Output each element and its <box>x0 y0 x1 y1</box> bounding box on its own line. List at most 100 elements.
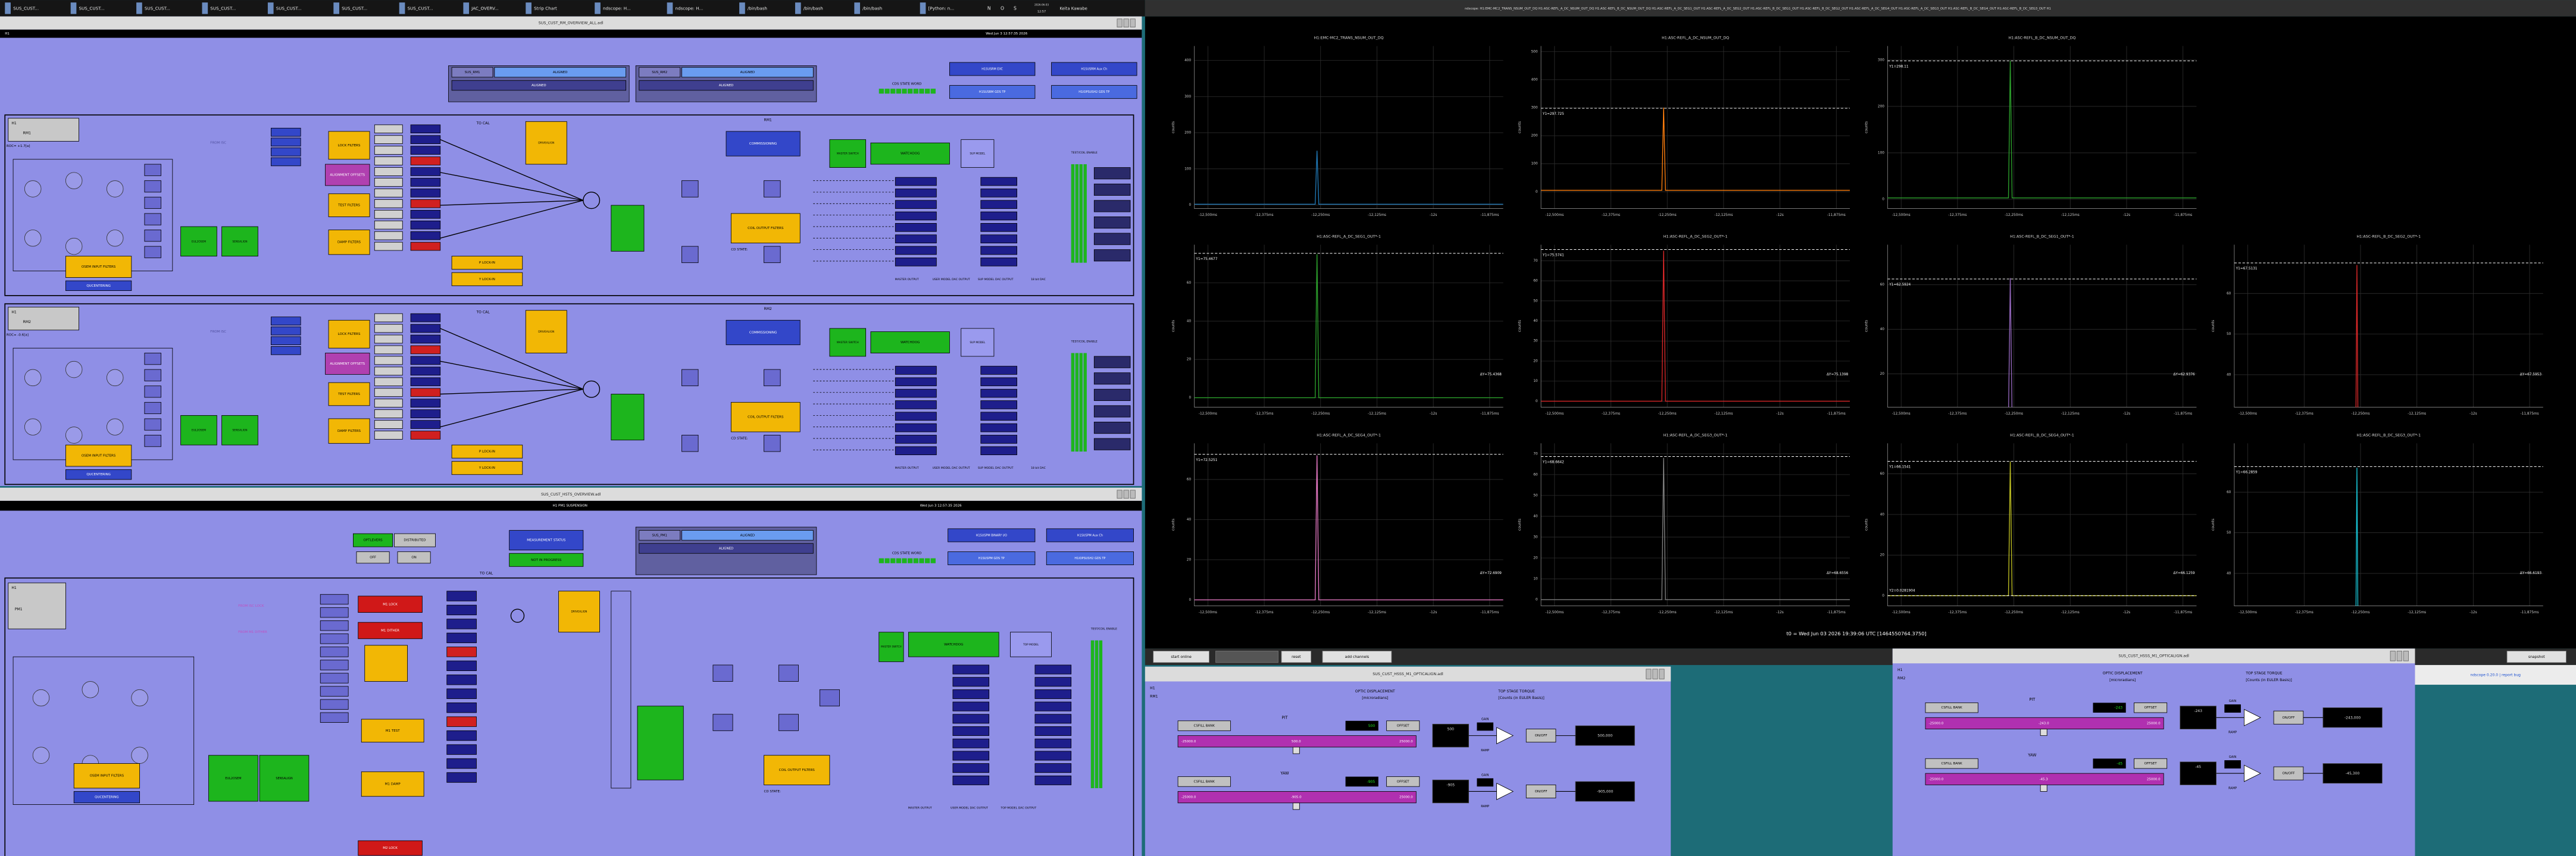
toolbar-button[interactable] <box>1153 651 1209 663</box>
version-link[interactable]: ndscope 0.20.0 | report bug <box>2470 673 2521 677</box>
matrix-button[interactable] <box>525 121 567 165</box>
model-button-label[interactable]: SUP MODEL <box>970 152 986 156</box>
filter-button[interactable] <box>73 791 140 804</box>
filter-button-label[interactable]: Y LOCK-IN <box>479 278 495 281</box>
matrix-button[interactable] <box>180 415 217 446</box>
filter-button-label[interactable]: QUCENTERING <box>86 284 111 288</box>
watchdog-button-label[interactable]: WATCHDOG <box>901 341 920 344</box>
filter-button-label[interactable]: TEST FILTERS <box>337 393 360 396</box>
nav-button-label[interactable]: H1IOPSUSH2 GDS TP <box>1078 90 1109 94</box>
filter-button[interactable] <box>361 771 424 797</box>
tray-icon[interactable]: O <box>1001 5 1004 11</box>
filter-button[interactable] <box>65 444 132 467</box>
master-switch-label[interactable]: MASTER SWITCH <box>837 152 859 156</box>
bank-button[interactable] <box>1177 776 1231 787</box>
window-control[interactable] <box>1652 669 1658 679</box>
commissioning-button[interactable] <box>726 131 801 156</box>
filter-button[interactable] <box>328 131 370 160</box>
filter-button-label[interactable]: P LOCK-IN <box>479 261 495 265</box>
mode-button[interactable] <box>397 551 431 564</box>
window-control[interactable] <box>1123 18 1129 28</box>
task-button[interactable]: JAC_OVERV... <box>471 5 499 11</box>
filter-button[interactable] <box>358 595 423 613</box>
filter-button[interactable] <box>325 353 370 375</box>
master-switch-label[interactable]: MASTER SWITCH <box>837 341 859 344</box>
nav-button[interactable] <box>948 551 1036 565</box>
filter-button[interactable] <box>328 382 370 406</box>
watchdog-button-label[interactable]: WATCHDOG <box>901 152 920 156</box>
filter-button[interactable] <box>361 719 424 743</box>
mode-button-label[interactable]: ON <box>411 556 416 560</box>
filter-button[interactable] <box>451 444 523 459</box>
nav-button-label[interactable]: H1SUSRM EXC <box>981 67 1003 71</box>
filter-button[interactable] <box>65 469 132 480</box>
filter-button-label[interactable]: QUCENTERING <box>86 473 111 476</box>
window-control[interactable] <box>2396 651 2402 661</box>
nav-button[interactable] <box>1051 85 1137 99</box>
matrix-button-label[interactable]: DRIVEALIGN <box>538 330 554 334</box>
offset-button-label[interactable]: OFFSET <box>1397 780 1410 783</box>
master-switch[interactable] <box>829 139 867 168</box>
filter-button-label[interactable]: ALIGNMENT OFFSETS <box>330 174 365 177</box>
model-button-label[interactable]: TOP MODEL <box>1023 643 1039 647</box>
filter-button-label[interactable]: OSEM INPUT FILTERS <box>82 454 116 458</box>
filter-button-label[interactable]: LOCK FILTERS <box>338 144 361 148</box>
slider-thumb[interactable] <box>2040 729 2047 736</box>
toolbar-button-label[interactable]: add channels <box>1345 655 1370 659</box>
window-control[interactable] <box>1123 490 1129 499</box>
filter-button[interactable] <box>358 622 423 639</box>
filter-button[interactable] <box>730 213 801 243</box>
filter-button[interactable] <box>451 461 523 475</box>
filter-button[interactable] <box>328 418 370 444</box>
filter-button-label[interactable]: OSEM INPUT FILTERS <box>82 265 116 269</box>
task-button[interactable]: SUS_CUST... <box>408 5 433 11</box>
filter-button-label[interactable]: DAMP FILTERS <box>337 429 361 433</box>
nav-button[interactable] <box>949 62 1036 76</box>
task-button[interactable]: ndscope: H... <box>675 5 703 11</box>
bank-button-label[interactable]: CSFILL BANK <box>1194 780 1215 783</box>
nav-button[interactable] <box>948 528 1036 543</box>
filter-button[interactable] <box>73 763 140 789</box>
matrix-button[interactable] <box>221 415 258 446</box>
bank-button-label[interactable]: CSFILL BANK <box>1194 725 1215 728</box>
filter-button-label[interactable]: OSEM INPUT FILTERS <box>90 775 124 778</box>
window-control[interactable] <box>1130 490 1136 499</box>
filter-button-label[interactable]: LOCK FILTERS <box>338 333 361 336</box>
filter-button[interactable] <box>358 840 423 856</box>
filter-button-label[interactable]: P LOCK-IN <box>479 450 495 454</box>
nav-button-label[interactable]: H1SUSRM GDS TP <box>979 90 1005 94</box>
matrix-button-label[interactable]: EUL2OSEM <box>192 429 206 432</box>
offset-button[interactable] <box>2134 703 2168 713</box>
filter-button-label[interactable]: Y LOCK-IN <box>479 466 495 470</box>
model-button[interactable] <box>1010 632 1052 657</box>
slider-thumb[interactable] <box>1292 747 1300 754</box>
watchdog-button[interactable] <box>908 632 999 657</box>
nav-button-label[interactable]: H1SUSPM Aux Ch <box>1077 534 1103 537</box>
nav-button-label[interactable]: H1SUSRM Aux Ch <box>1081 67 1107 71</box>
window-control[interactable] <box>1130 18 1136 28</box>
master-switch[interactable] <box>829 328 867 357</box>
filter-button-label[interactable]: DAMP FILTERS <box>337 241 361 244</box>
bank-button[interactable] <box>1925 703 1978 713</box>
matrix-button-label[interactable]: DRIVEALIGN <box>571 610 587 614</box>
nav-button-label[interactable]: H1SUSPM BINARY I/O <box>976 534 1007 537</box>
nav-button-label[interactable]: H1IOPSUSH2 GDS TP <box>1074 557 1105 560</box>
offset-button-label[interactable]: OFFSET <box>2144 762 2158 766</box>
filter-button-label[interactable]: QUCENTERING <box>95 796 119 799</box>
watchdog-button[interactable] <box>870 142 950 165</box>
matrix-button[interactable] <box>180 226 217 257</box>
task-button[interactable]: SUS_CUST... <box>210 5 236 11</box>
offset-button-label[interactable]: OFFSET <box>1397 725 1410 728</box>
toolbar-button[interactable] <box>1281 651 1312 663</box>
filter-button[interactable] <box>328 230 370 255</box>
commissioning-button[interactable] <box>726 319 801 346</box>
matrix-button[interactable] <box>208 755 258 802</box>
task-button[interactable]: SUS_CUST... <box>342 5 367 11</box>
window-control[interactable] <box>2403 651 2409 661</box>
bank-button[interactable] <box>1925 758 1978 769</box>
offset-button[interactable] <box>2134 758 2168 769</box>
nav-button[interactable] <box>1046 551 1134 565</box>
mode-button[interactable] <box>356 551 390 564</box>
bank-button-label[interactable]: CSFILL BANK <box>1941 706 1962 710</box>
matrix-button[interactable] <box>221 226 258 257</box>
